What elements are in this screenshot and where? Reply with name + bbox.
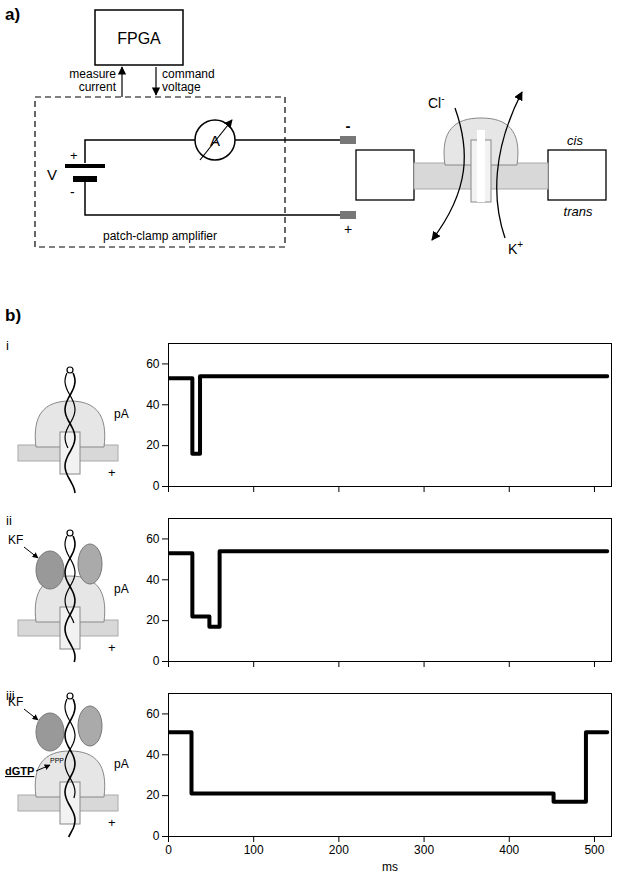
svg-text:a): a): [5, 5, 20, 24]
svg-text:0: 0: [153, 479, 160, 493]
svg-text:40: 40: [146, 748, 160, 762]
svg-text:measure: measure: [69, 67, 116, 81]
svg-text:0: 0: [153, 829, 160, 843]
svg-text:300: 300: [414, 843, 434, 857]
svg-text:20: 20: [146, 613, 160, 627]
svg-text:dGTP: dGTP: [5, 765, 34, 777]
svg-text:KF: KF: [8, 533, 23, 547]
svg-text:100: 100: [244, 843, 264, 857]
svg-text:60: 60: [146, 532, 160, 546]
svg-text:patch-clamp amplifier: patch-clamp amplifier: [103, 229, 217, 243]
svg-text:-: -: [346, 117, 351, 134]
svg-text:200: 200: [329, 843, 349, 857]
svg-text:0: 0: [165, 843, 172, 857]
svg-text:ii: ii: [6, 513, 12, 528]
svg-text:20: 20: [146, 438, 160, 452]
svg-text:Cl-: Cl-: [428, 93, 445, 111]
svg-text:+: +: [108, 640, 116, 655]
svg-text:+: +: [344, 221, 352, 237]
html-text:pA: pA: [114, 756, 129, 771]
svg-text:ms: ms: [382, 860, 398, 874]
svg-text:+: +: [108, 465, 116, 480]
svg-text:A: A: [210, 132, 220, 149]
svg-text:FPGA: FPGA: [117, 30, 161, 47]
html-text:pA: pA: [114, 406, 129, 421]
svg-text:-: -: [70, 184, 75, 200]
html-text:b): b): [5, 306, 21, 325]
svg-text:20: 20: [146, 788, 160, 802]
svg-text:trans: trans: [564, 204, 593, 219]
svg-text:V: V: [47, 166, 57, 183]
svg-text:i: i: [6, 338, 9, 353]
svg-text:KF: KF: [8, 695, 23, 709]
svg-text:K+: K+: [508, 239, 523, 257]
svg-text:voltage: voltage: [162, 80, 201, 94]
svg-text:40: 40: [146, 398, 160, 412]
svg-text:command: command: [162, 67, 215, 81]
svg-text:PPP: PPP: [50, 757, 64, 764]
html-text:pA: pA: [114, 581, 129, 596]
svg-text:+: +: [70, 148, 78, 163]
svg-text:500: 500: [584, 843, 604, 857]
svg-text:60: 60: [146, 707, 160, 721]
svg-text:60: 60: [146, 357, 160, 371]
svg-text:400: 400: [499, 843, 519, 857]
svg-text:+: +: [108, 815, 116, 830]
svg-text:cis: cis: [567, 133, 583, 148]
svg-text:40: 40: [146, 573, 160, 587]
svg-text:current: current: [79, 80, 117, 94]
svg-text:0: 0: [153, 654, 160, 668]
